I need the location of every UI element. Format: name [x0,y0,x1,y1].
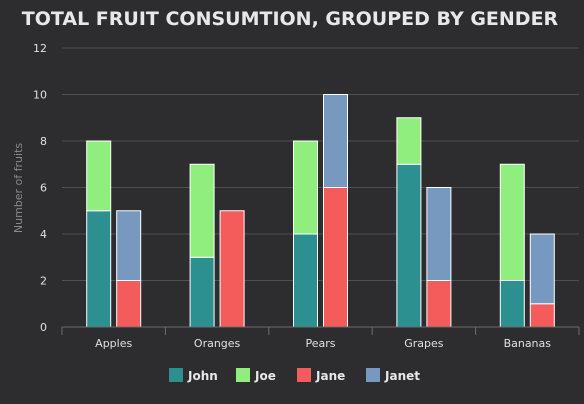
y-tick-label: 8 [40,135,47,148]
legend-item-janet[interactable]: Janet [366,368,420,383]
bar-john-pears[interactable] [293,233,318,328]
bar-john-grapes[interactable] [396,163,422,328]
bar-john-oranges[interactable] [189,256,215,328]
y-axis-ticks: 0 2 4 6 8 10 12 [33,42,47,334]
bar-janet-grapes[interactable] [426,187,452,281]
legend-swatch [297,368,311,382]
bar-jane-oranges[interactable] [219,210,245,328]
y-axis-label: Number of fruits [12,143,25,234]
y-tick-label: 12 [33,42,47,55]
x-tick-label: Bananas [504,337,552,350]
bar-joe-bananas[interactable] [499,163,525,281]
legend-swatch [236,368,250,382]
legend-label: John [187,369,218,383]
y-tick-label: 2 [40,275,47,288]
legend-swatch [366,368,380,382]
y-tick-label: 0 [40,321,47,334]
bar-janet-pears[interactable] [323,94,348,188]
x-axis: Apples Oranges Pears Grapes Bananas [61,326,580,350]
bars [86,94,555,328]
bar-jane-pears[interactable] [323,187,348,328]
bar-jane-apples[interactable] [116,280,142,328]
legend: John Joe Jane Janet [169,368,420,383]
x-tick-label: Grapes [404,337,444,350]
legend-label: Jane [315,369,345,383]
legend-swatch [169,368,183,382]
chart-title: TOTAL FRUIT CONSUMTION, GROUPED BY GENDE… [22,8,559,30]
y-tick-label: 6 [40,182,47,195]
bar-janet-apples[interactable] [116,210,142,281]
y-tick-label: 4 [40,228,47,241]
bar-joe-apples[interactable] [86,140,112,212]
bar-joe-oranges[interactable] [189,163,215,258]
grid-lines [62,47,579,328]
y-tick-label: 10 [33,89,47,102]
legend-item-john[interactable]: John [169,368,218,383]
bar-jane-grapes[interactable] [426,280,452,328]
bar-joe-grapes[interactable] [396,117,422,165]
bar-john-bananas[interactable] [499,280,525,328]
legend-item-jane[interactable]: Jane [297,368,345,383]
legend-label: Janet [384,369,420,383]
bar-janet-bananas[interactable] [529,233,555,305]
x-tick-label: Apples [95,337,132,350]
x-tick-label: Pears [305,337,335,350]
bar-jane-bananas[interactable] [529,303,555,328]
bar-joe-pears[interactable] [293,140,318,235]
bar-john-apples[interactable] [86,210,112,328]
x-tick-label: Oranges [194,337,241,350]
legend-label: Joe [254,369,276,383]
legend-item-joe[interactable]: Joe [236,368,276,383]
